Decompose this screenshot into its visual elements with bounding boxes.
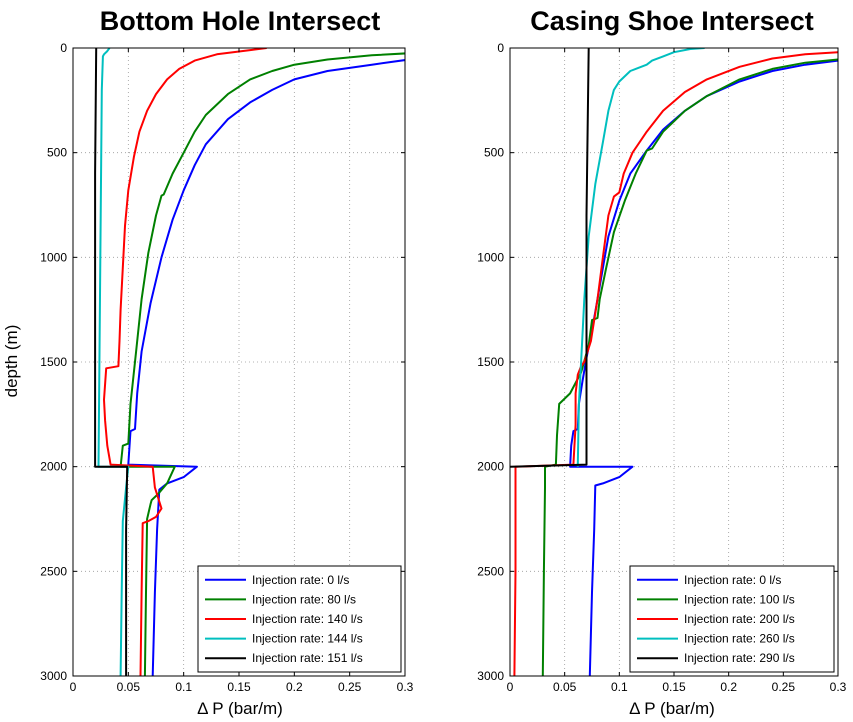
x-tick-label: 0.3 — [397, 680, 414, 694]
legend-entry-label: Injection rate: 151 l/s — [252, 651, 363, 665]
y-tick-label: 1500 — [477, 355, 504, 369]
legend-entry-label: Injection rate: 0 l/s — [684, 573, 781, 587]
y-tick-label: 1500 — [40, 355, 67, 369]
y-tick-label: 2000 — [40, 460, 67, 474]
series-group — [510, 48, 838, 676]
series-line-1 — [119, 52, 405, 676]
y-tick-label: 1000 — [477, 250, 504, 264]
legend: Injection rate: 0 l/s Injection rate: 100… — [629, 565, 835, 673]
x-tick-label: 0.3 — [830, 680, 847, 694]
legend-entry-label: Injection rate: 80 l/s — [252, 592, 356, 606]
x-tick-label: 0.05 — [553, 680, 577, 694]
y-tick-label: 0 — [60, 41, 67, 55]
x-tick-label: 0.15 — [662, 680, 686, 694]
chart-panel-bottom-hole: Bottom Hole Intersect Δ P (bar/m) depth … — [2, 6, 414, 718]
x-tick-label: 0.25 — [772, 680, 796, 694]
y-tick-label: 3000 — [477, 669, 504, 683]
legend-entry-label: Injection rate: 140 l/s — [252, 612, 363, 626]
legend-entry-label: Injection rate: 0 l/s — [252, 573, 349, 587]
legend-entry-label: Injection rate: 260 l/s — [684, 632, 795, 646]
y-tick-label: 2500 — [477, 564, 504, 578]
y-axis-label: depth (m) — [2, 325, 21, 398]
legend-entry-label: Injection rate: 100 l/s — [684, 592, 795, 606]
x-tick-label: 0.2 — [720, 680, 737, 694]
chart-title: Casing Shoe Intersect — [530, 6, 814, 36]
x-tick-label: 0 — [507, 680, 514, 694]
legend-entry-label: Injection rate: 144 l/s — [252, 632, 363, 646]
x-axis-label: Δ P (bar/m) — [197, 699, 283, 718]
x-tick-label: 0 — [70, 680, 77, 694]
series-line-2 — [103, 48, 267, 676]
series-line-4 — [94, 48, 129, 676]
legend: Injection rate: 0 l/s Injection rate: 80 … — [197, 565, 402, 673]
series-line-3 — [576, 48, 705, 467]
y-tick-label: 500 — [484, 146, 504, 160]
x-tick-label: 0.1 — [611, 680, 628, 694]
x-tick-label: 0.15 — [227, 680, 251, 694]
y-tick-label: 2500 — [40, 564, 67, 578]
series-line-2 — [513, 51, 838, 676]
axis-ticks: 0 0.05 0.1 0.15 0.2 0.25 0.3 0 500 1000 1500 2000 25… — [40, 41, 413, 694]
chart-panel-casing-shoe: Casing Shoe Intersect Δ P (bar/m) 0 0.05 0… — [477, 6, 846, 718]
series-line-3 — [97, 48, 130, 676]
y-tick-label: 500 — [47, 146, 67, 160]
axis-ticks: 0 0.05 0.1 0.15 0.2 0.25 0.3 0 500 1000 1500 2000 25… — [477, 41, 846, 694]
y-tick-label: 1000 — [40, 250, 67, 264]
legend-entry-label: Injection rate: 200 l/s — [684, 612, 795, 626]
x-tick-label: 0.1 — [175, 680, 192, 694]
x-tick-label: 0.2 — [286, 680, 303, 694]
x-tick-label: 0.05 — [117, 680, 141, 694]
y-tick-label: 3000 — [40, 669, 67, 683]
series-line-1 — [541, 58, 838, 676]
y-tick-label: 2000 — [477, 460, 504, 474]
chart-title: Bottom Hole Intersect — [100, 6, 381, 36]
y-tick-label: 0 — [497, 41, 504, 55]
series-group — [94, 48, 405, 676]
legend-entry-label: Injection rate: 290 l/s — [684, 651, 795, 665]
series-line-4 — [510, 48, 590, 468]
x-axis-label: Δ P (bar/m) — [629, 699, 715, 718]
x-tick-label: 0.25 — [338, 680, 362, 694]
